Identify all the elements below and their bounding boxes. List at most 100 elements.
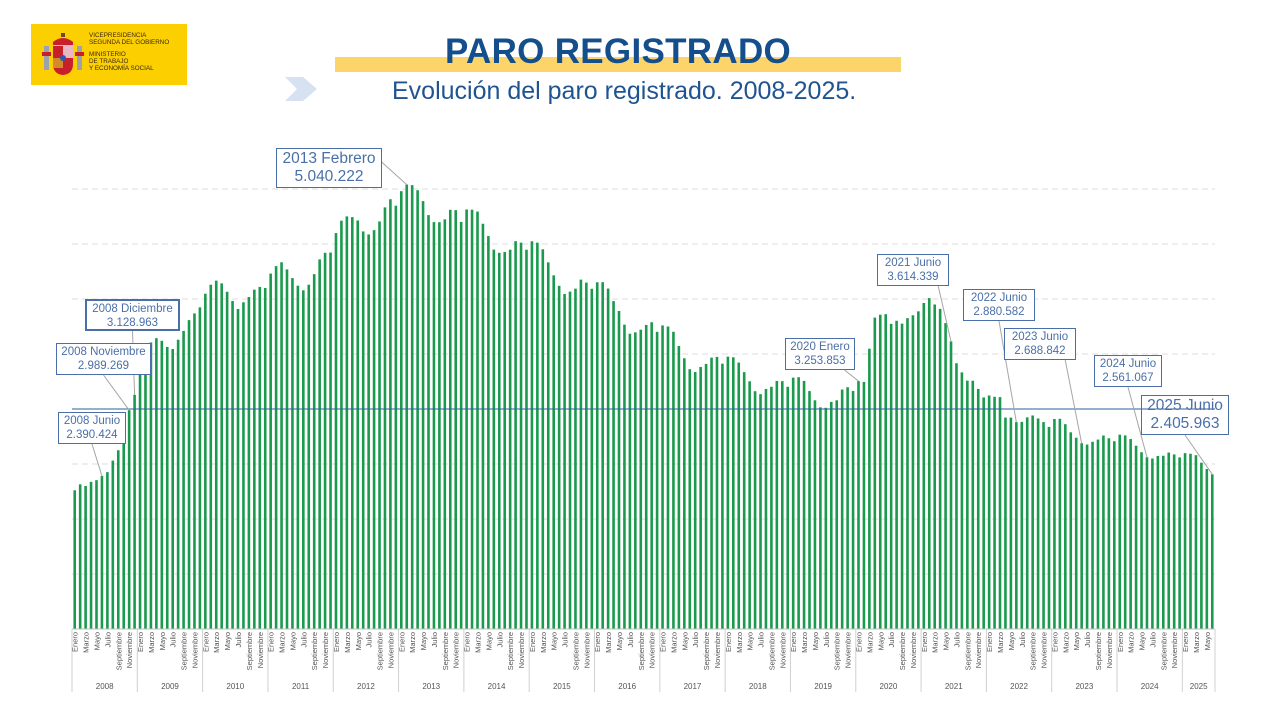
bar [302, 290, 305, 629]
callout-leader-line [1127, 386, 1148, 458]
bar [1129, 439, 1132, 629]
bar [198, 307, 202, 629]
bar [1058, 418, 1062, 629]
bar [710, 357, 713, 629]
month-tick-label: Mayo [942, 632, 951, 650]
month-tick-label: Septiembre [571, 632, 580, 670]
month-tick-label: Julio [495, 632, 504, 647]
bar [998, 397, 1002, 629]
month-tick-label: Noviembre [256, 632, 265, 668]
bar [307, 284, 311, 629]
month-tick-label: Julio [234, 632, 243, 647]
month-tick-label: Mayo [550, 632, 559, 650]
bar [361, 231, 365, 629]
bar [389, 199, 392, 630]
month-tick-label: Mayo [354, 632, 363, 650]
bar [1025, 417, 1029, 629]
bar [732, 357, 735, 629]
logo-line: SEGUNDA DEL GOBIERNO [89, 39, 170, 47]
bar [155, 338, 158, 629]
month-tick-label: Mayo [811, 632, 820, 650]
bar [269, 273, 272, 629]
bar [253, 289, 256, 629]
callout-value: 3.253.853 [794, 355, 846, 367]
bar [982, 397, 985, 629]
month-tick-label: Noviembre [648, 632, 657, 668]
month-tick-label: Marzo [212, 632, 221, 653]
month-tick-label: Julio [952, 632, 961, 647]
page-title: PARO REGISTRADO [444, 32, 792, 71]
data-callout: 2008 Noviembre 2.989.269 [56, 343, 151, 375]
bar [329, 252, 332, 629]
month-tick-label: Noviembre [974, 632, 983, 668]
bar [296, 285, 300, 629]
bar [285, 269, 289, 629]
coat-of-arms-icon [42, 33, 84, 75]
bar [655, 331, 659, 629]
callout-period: 2023 Junio [1011, 331, 1069, 343]
chevron-right-icon [285, 77, 317, 101]
month-tick-label: Marzo [1192, 632, 1201, 653]
month-tick-label: Mayo [876, 632, 885, 650]
bar [1015, 422, 1018, 629]
bar [1080, 443, 1083, 629]
year-tick-label: 2023 [1075, 682, 1093, 691]
data-callout: 2023 Junio 2.688.842 [1004, 328, 1076, 360]
bar [443, 219, 447, 630]
year-tick-label: 2010 [226, 682, 244, 691]
month-tick-label: Noviembre [1105, 632, 1114, 668]
bar [1020, 421, 1024, 629]
bar [944, 323, 947, 629]
bar [416, 190, 419, 629]
year-tick-label: 2019 [814, 682, 832, 691]
bar [541, 249, 545, 629]
month-tick-label: Enero [1181, 632, 1190, 652]
bar [1102, 435, 1105, 629]
bar [993, 396, 996, 629]
year-tick-label: 2025 [1190, 682, 1208, 691]
bar [595, 282, 599, 629]
year-tick-label: 2008 [96, 682, 114, 691]
bar [465, 209, 468, 629]
month-tick-label: Marzo [82, 632, 91, 653]
data-callout: 2024 Junio 2.561.067 [1094, 355, 1162, 387]
bar [258, 286, 262, 629]
bar [661, 325, 664, 629]
bar [144, 355, 147, 629]
month-tick-label: Marzo [604, 632, 613, 653]
logo-text: VICEPRESIDENCIA SEGUNDA DEL GOBIERNO MIN… [89, 32, 169, 72]
bar [1172, 454, 1176, 629]
bar [693, 372, 697, 629]
bar [840, 389, 844, 629]
bar [323, 252, 327, 630]
bar [889, 323, 893, 629]
bar [427, 215, 430, 629]
bar [802, 380, 806, 629]
month-tick-label: Mayo [746, 632, 755, 650]
logo-line: MINISTERIO [89, 50, 126, 58]
bar [476, 211, 479, 630]
callout-leader-line [1184, 434, 1213, 475]
data-callout: 2021 Junio 3.614.339 [877, 254, 949, 286]
bar [318, 259, 321, 629]
month-tick-label: Marzo [539, 632, 548, 653]
year-tick-label: 2011 [292, 682, 310, 691]
bar [176, 339, 180, 629]
bar [552, 275, 555, 629]
month-tick-label: Septiembre [767, 632, 776, 670]
ministry-logo: VICEPRESIDENCIA SEGUNDA DEL GOBIERNO MIN… [31, 24, 187, 85]
month-tick-label: Mayo [223, 632, 232, 650]
bar [737, 362, 741, 629]
bar [851, 390, 855, 629]
month-tick-label: Septiembre [114, 632, 123, 670]
callout-leader-line [937, 285, 952, 342]
month-tick-label: Enero [136, 632, 145, 652]
year-tick-label: 2012 [357, 682, 375, 691]
bar [1074, 437, 1078, 629]
bar [519, 242, 523, 629]
month-tick-label: Marzo [865, 632, 874, 653]
bar [585, 282, 588, 629]
bar [797, 377, 800, 629]
bar [138, 373, 142, 629]
